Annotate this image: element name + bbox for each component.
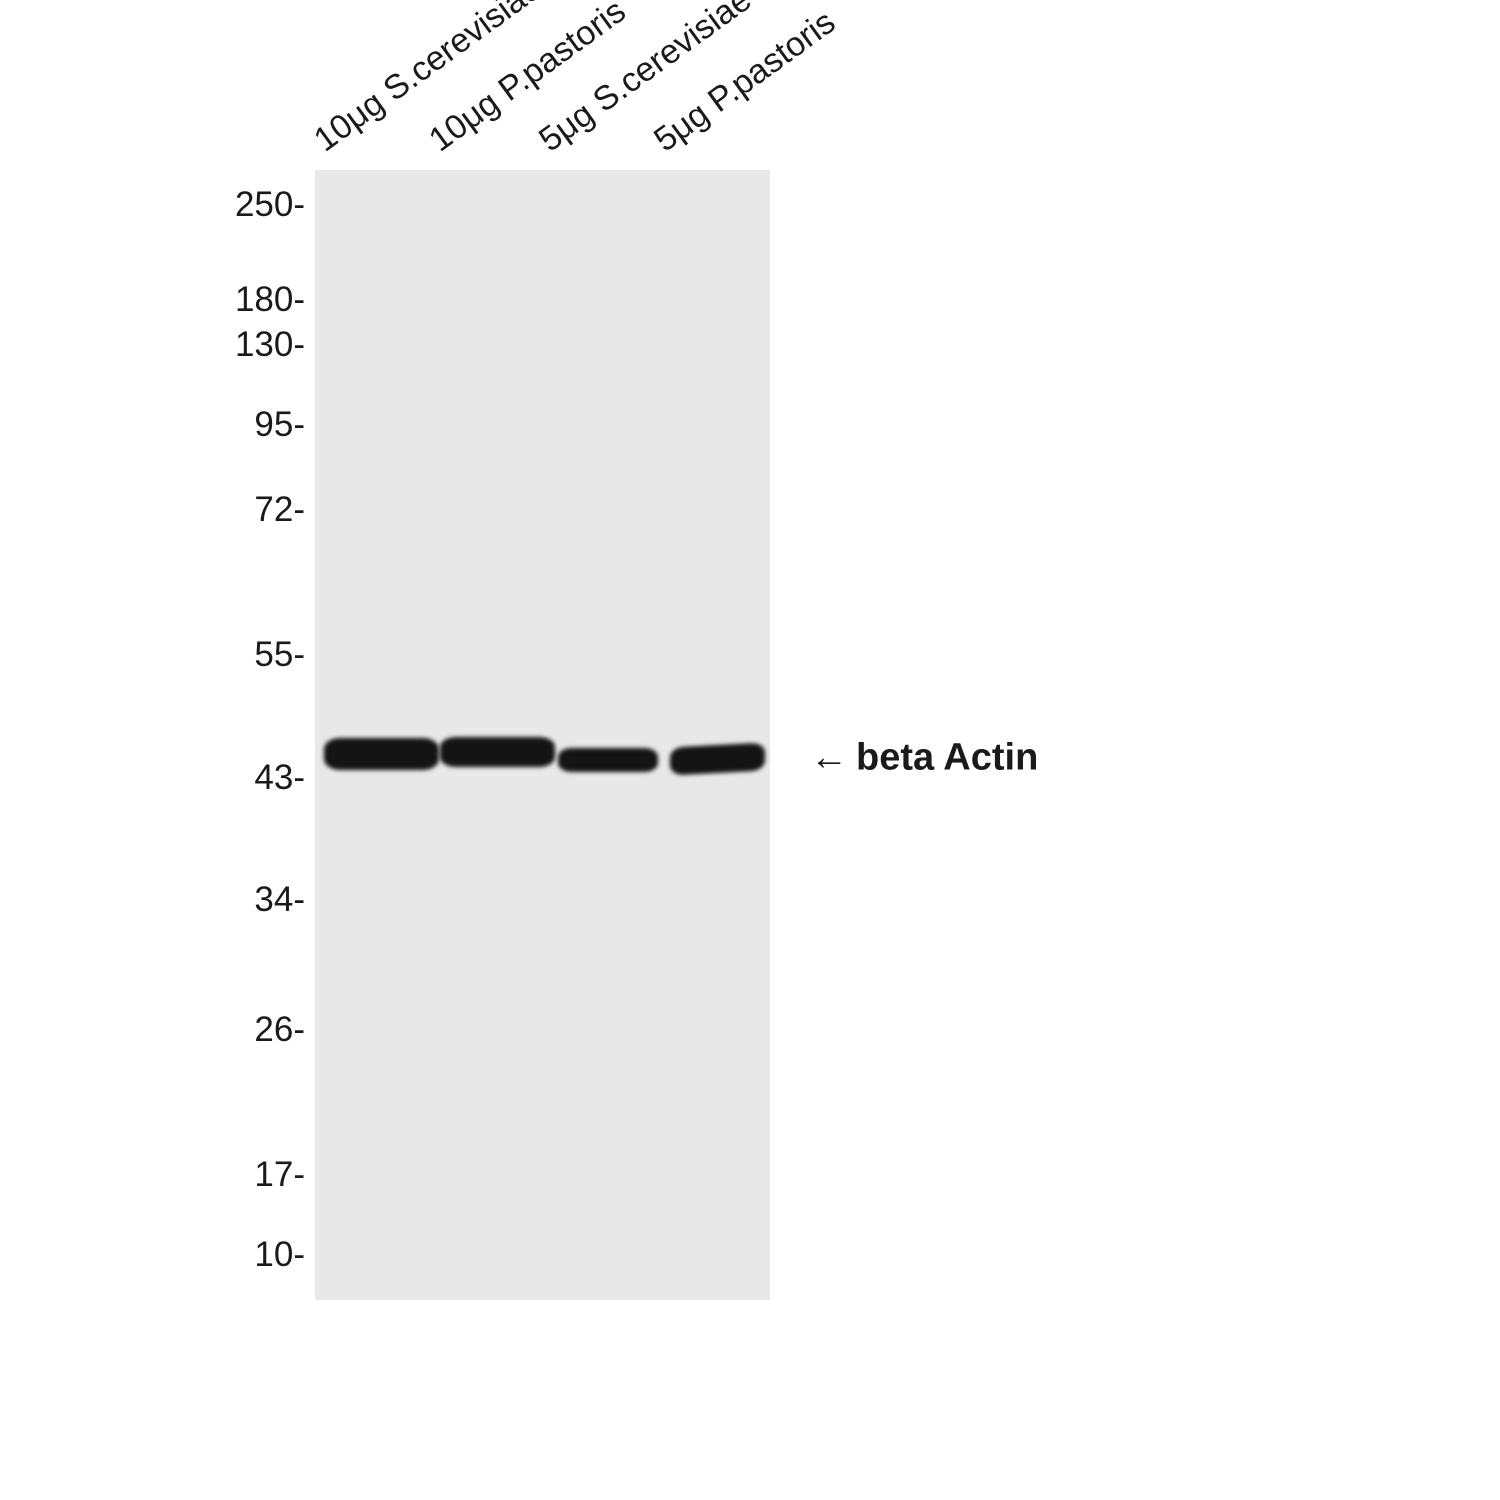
mw-marker: 43-: [0, 758, 305, 798]
mw-marker: 72-: [0, 490, 305, 530]
mw-marker: 250-: [0, 185, 305, 225]
protein-band: [324, 738, 439, 770]
mw-marker: 10-: [0, 1235, 305, 1275]
mw-marker: 180-: [0, 280, 305, 320]
band-annotation: ←beta Actin: [810, 737, 1038, 780]
mw-marker: 95-: [0, 405, 305, 445]
mw-marker: 34-: [0, 880, 305, 920]
blot-membrane: [315, 170, 770, 1300]
mw-marker: 130-: [0, 325, 305, 365]
arrow-left-icon: ←: [810, 737, 848, 779]
mw-marker: 17-: [0, 1155, 305, 1195]
mw-marker: 26-: [0, 1010, 305, 1050]
western-blot-figure: 250-180-130-95-72-55-43-34-26-17-10- 10μ…: [0, 0, 1500, 1500]
annotation-text: beta Actin: [856, 737, 1038, 779]
mw-marker: 55-: [0, 635, 305, 675]
protein-band: [670, 743, 765, 776]
protein-band: [440, 737, 555, 767]
protein-band: [558, 748, 658, 772]
